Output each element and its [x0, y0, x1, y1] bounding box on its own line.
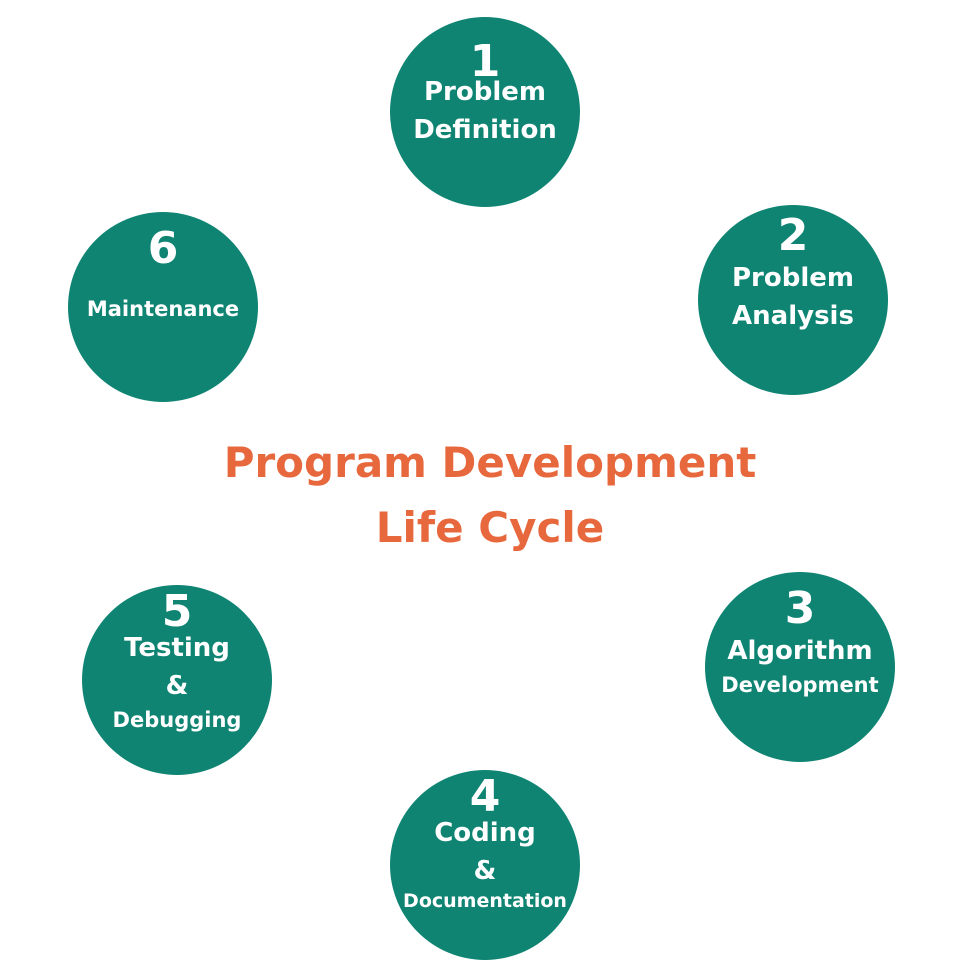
step-testing-debugging: 5 Testing & Debugging: [82, 585, 272, 775]
step-label-line: &: [165, 671, 189, 701]
step-number: 6: [147, 223, 179, 274]
step-label-line: Algorithm: [727, 636, 873, 666]
step-number: 1: [469, 36, 501, 87]
diagram-title-line-2: Life Cycle: [375, 503, 605, 552]
step-number: 4: [469, 771, 501, 822]
step-number: 5: [161, 586, 193, 637]
step-label-line: Problem: [732, 263, 854, 293]
step-label-line: Maintenance: [86, 297, 240, 321]
diagram-title-line-1: Program Development: [223, 438, 757, 487]
step-label-line: Documentation: [403, 890, 567, 912]
step-label-line: &: [473, 856, 497, 886]
step-label-line: Definition: [413, 115, 557, 145]
step-number: 3: [784, 583, 816, 634]
step-algorithm-development: 3 Algorithm Development: [705, 572, 895, 762]
step-label-line: Debugging: [112, 708, 242, 732]
step-maintenance: 6 Maintenance: [68, 212, 258, 402]
step-label-line: Testing: [124, 633, 230, 663]
step-label-line: Coding: [434, 818, 536, 848]
step-label-line: Development: [721, 673, 879, 697]
step-label-line: Problem: [424, 77, 546, 107]
step-problem-analysis: 2 Problem Analysis: [698, 205, 888, 395]
step-problem-definition: 1 Problem Definition: [390, 17, 580, 207]
step-number: 2: [777, 210, 809, 261]
step-coding-documentation: 4 Coding & Documentation: [390, 770, 580, 960]
step-label-line: Analysis: [732, 301, 854, 331]
